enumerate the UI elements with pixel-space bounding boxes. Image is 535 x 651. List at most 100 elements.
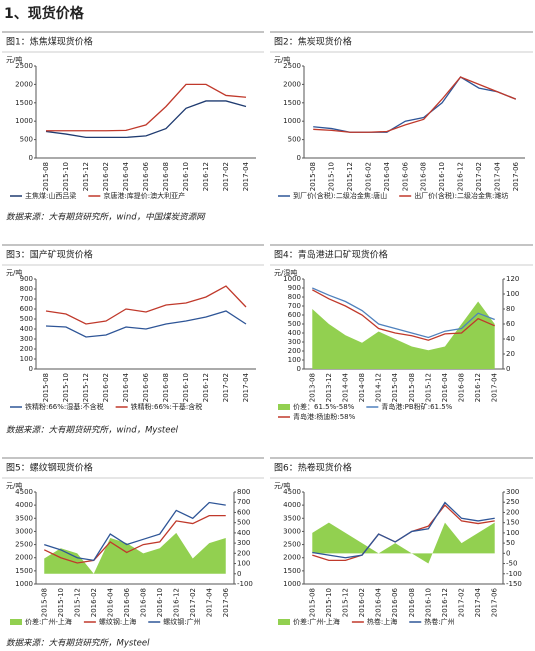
x-tick-label: 2017-02 — [222, 373, 230, 402]
x-tick-label: 2015-12 — [82, 373, 90, 402]
y-tick-label: 500 — [20, 315, 33, 323]
x-tick-label: 2017-04 — [242, 372, 250, 402]
x-tick-label: 2015-12 — [424, 373, 432, 402]
x-tick-label: 2016-12 — [474, 373, 482, 402]
x-tick-label: 2016-10 — [182, 162, 190, 191]
y2-tick-label: 300 — [237, 539, 250, 547]
x-tick-label: 2016-04 — [122, 372, 130, 402]
x-tick-label: 2016-02 — [90, 588, 98, 617]
chart-title: 图4：青岛港进口矿现货价格 — [274, 249, 388, 261]
x-tick-label: 2016-12 — [172, 588, 180, 617]
x-tick-label: 2017-04 — [242, 161, 250, 191]
y2-tick-label: 600 — [237, 508, 250, 516]
x-tick-label: 2016-02 — [102, 373, 110, 402]
unit-label: 元/吨 — [6, 268, 22, 277]
y-tick-label: 2000 — [283, 80, 301, 88]
area — [312, 522, 495, 564]
y-tick-label: 1000 — [283, 275, 301, 283]
chart-title: 图6：热卷现货价格 — [274, 462, 352, 474]
y2-tick-label: -100 — [237, 580, 253, 588]
x-tick-label: 2015-08 — [308, 588, 316, 617]
y-tick-label: 4500 — [283, 488, 301, 496]
y-tick-label: 1000 — [15, 580, 33, 588]
y-tick-label: 2500 — [283, 541, 301, 549]
x-tick-label: 2016-02 — [102, 162, 110, 191]
x-tick-label: 2015-12 — [341, 588, 349, 617]
x-tick-label: 2016-06 — [142, 161, 150, 191]
y-tick-label: 4500 — [15, 488, 33, 496]
y-tick-label: 2500 — [15, 541, 33, 549]
y-tick-label: 3000 — [15, 527, 33, 535]
legend-label: 价差:广州-上海 — [25, 617, 72, 626]
legend-label: 热卷:上海 — [367, 617, 397, 626]
chart-title: 图2：焦炭现货价格 — [274, 36, 352, 48]
x-tick-label: 2016-12 — [202, 162, 210, 191]
area — [312, 301, 495, 369]
y-tick-label: 4000 — [283, 501, 301, 509]
y2-tick-label: 0 — [506, 365, 510, 373]
line — [45, 310, 247, 338]
x-tick-label: 2016-10 — [424, 588, 432, 617]
y-tick-label: 600 — [288, 311, 301, 319]
x-tick-label: 2014-08 — [358, 373, 366, 402]
x-tick-label: 2016-06 — [142, 372, 150, 402]
x-tick-label: 2015-08 — [40, 588, 48, 617]
y-tick-label: 0 — [29, 154, 33, 162]
y2-tick-label: -100 — [506, 570, 522, 578]
x-tick-label: 2015-10 — [57, 588, 65, 617]
x-tick-label: 2017-04 — [491, 372, 499, 402]
chart-title: 图1：炼焦煤现货价格 — [6, 36, 93, 48]
line — [312, 287, 495, 339]
y-tick-label: 100 — [20, 355, 33, 363]
y-tick-label: 400 — [288, 329, 301, 337]
legend-label: 青岛港:PB粉矿:61.5% — [381, 402, 452, 411]
y-tick-label: 500 — [288, 136, 301, 144]
y-tick-label: 300 — [20, 335, 33, 343]
x-tick-label: 2017-06 — [222, 587, 230, 617]
y2-tick-label: 700 — [237, 498, 250, 506]
chart-title: 图5：螺纹钢现货价格 — [6, 462, 93, 474]
y2-tick-label: 250 — [506, 498, 519, 506]
x-tick-label: 2016-08 — [139, 588, 147, 617]
y-tick-label: 1500 — [283, 567, 301, 575]
x-tick-label: 2016-10 — [438, 162, 446, 191]
legend-swatch — [10, 619, 22, 625]
x-tick-label: 2017-04 — [205, 587, 213, 617]
legend-label: 螺纹钢:上海 — [99, 617, 136, 626]
line — [313, 76, 517, 133]
legend-swatch — [278, 404, 290, 410]
x-tick-label: 2014-04 — [341, 372, 349, 402]
y2-tick-label: 120 — [506, 275, 519, 283]
line — [46, 83, 247, 132]
x-tick-label: 2016-06 — [391, 587, 399, 617]
area — [44, 532, 226, 574]
x-tick-label: 2016-12 — [441, 588, 449, 617]
y2-tick-label: 50 — [506, 539, 515, 547]
x-tick-label: 2016-02 — [358, 588, 366, 617]
y2-tick-label: 400 — [237, 529, 250, 537]
x-tick-label: 2015-08 — [42, 162, 50, 191]
y2-tick-label: 200 — [237, 549, 250, 557]
y2-tick-label: 300 — [506, 488, 519, 496]
y2-tick-label: -150 — [506, 580, 522, 588]
x-tick-label: 2015-10 — [62, 162, 70, 191]
x-tick-label: 2016-02 — [364, 162, 372, 191]
y-tick-label: 4000 — [15, 501, 33, 509]
y-tick-label: 2500 — [15, 62, 33, 70]
x-tick-label: 2016-06 — [123, 587, 131, 617]
unit-label: 元/湿吨 — [274, 268, 297, 277]
legend-label: 热卷:广州 — [424, 617, 454, 626]
legend-label: 出厂价(含税):二级冶金焦:潍坊 — [414, 191, 508, 200]
x-tick-label: 2017-04 — [493, 161, 501, 191]
x-tick-label: 2016-04 — [106, 587, 114, 617]
y-tick-label: 1000 — [283, 580, 301, 588]
unit-label: 元/吨 — [274, 481, 290, 490]
y-tick-label: 1000 — [15, 117, 33, 125]
x-tick-label: 2016-08 — [162, 162, 170, 191]
x-tick-label: 2013-12 — [325, 373, 333, 402]
y-tick-label: 900 — [288, 284, 301, 292]
y2-tick-label: 0 — [237, 570, 241, 578]
line — [43, 515, 226, 564]
source-note: 数据来源：大有期货研究所，wind，中国煤炭资源网 — [6, 212, 206, 223]
y-tick-label: 700 — [20, 295, 33, 303]
